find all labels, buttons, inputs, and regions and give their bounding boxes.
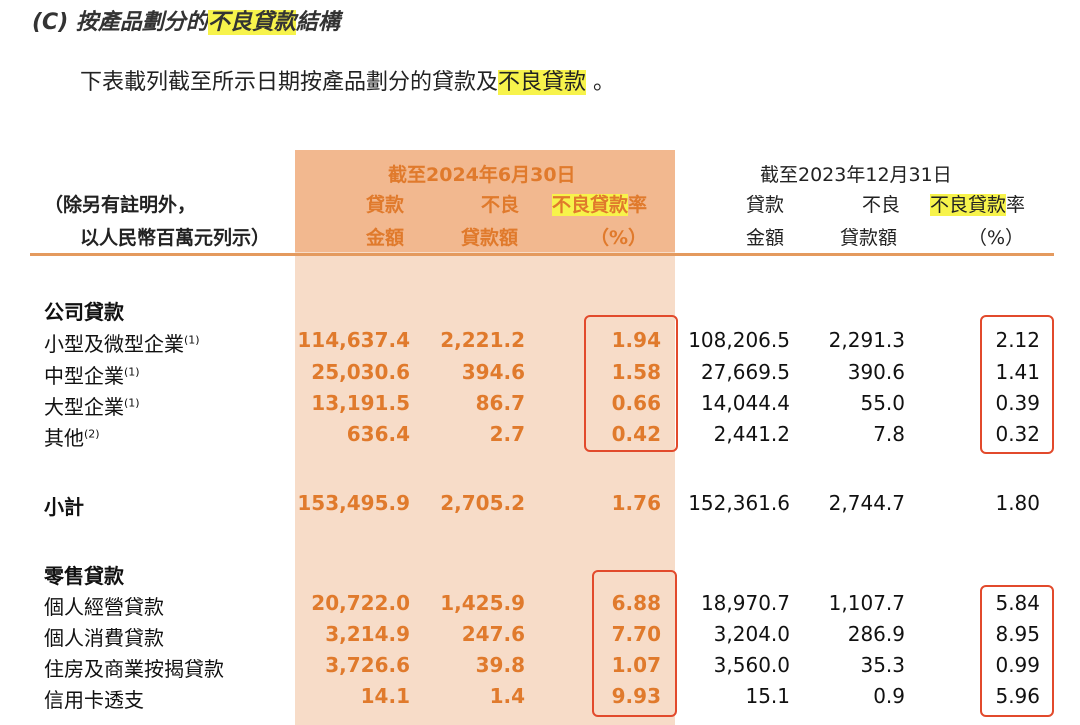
loan-amount-2023: 3,204.0	[713, 622, 790, 646]
npl-amount-2023: 2,744.7	[828, 491, 905, 515]
unit-note-line1: （除另有註明外，	[44, 194, 197, 216]
row-label: 其他(2)	[44, 426, 100, 450]
npl-amount-2023: 2,291.3	[828, 328, 905, 352]
npl-ratio-2023: 2.12	[995, 328, 1040, 352]
loan-amount-2024: 20,722.0	[311, 591, 410, 615]
loan-amount-2024: 25,030.6	[311, 360, 410, 384]
highlighted-term: 不良貸款	[498, 70, 587, 95]
npl-amount-2023: 390.6	[847, 360, 905, 384]
section-heading-corporate: 公司貸款	[44, 300, 124, 324]
loan-amount-2024: 636.4	[346, 422, 410, 446]
section-title: (C) 按產品劃分的不良貸款結構	[32, 10, 340, 35]
row-label: 個人消費貸款	[44, 626, 164, 650]
npl-ratio-2024: 1.76	[611, 491, 661, 515]
npl-header-2024-l2: 貸款額	[461, 227, 519, 249]
loan-amount-header-2023-l2: 金額	[746, 227, 785, 249]
subtotal-label: 小計	[44, 495, 84, 519]
npl-ratio-2023: 0.99	[995, 653, 1040, 677]
loan-amount-2023: 2,441.2	[713, 422, 790, 446]
section-heading-retail: 零售貸款	[44, 564, 124, 588]
header-divider	[30, 253, 1054, 256]
npl-amount-2024: 247.6	[461, 622, 525, 646]
npl-amount-2023: 35.3	[860, 653, 905, 677]
loan-amount-2023: 27,669.5	[700, 360, 790, 384]
unit-note-line2: 以人民幣百萬元列示）	[80, 227, 271, 249]
loan-amount-2024: 153,495.9	[297, 491, 410, 515]
npl-ratio-2024: 1.07	[611, 653, 661, 677]
loan-amount-2023: 152,361.6	[688, 491, 790, 515]
row-label: 個人經營貸款	[44, 595, 164, 619]
npl-ratio-2023: 1.80	[995, 491, 1040, 515]
npl-header-2023-l1: 不良	[862, 194, 901, 216]
loan-amount-2024: 114,637.4	[297, 328, 410, 352]
npl-ratio-2024: 7.70	[611, 622, 661, 646]
loan-amount-header-2023-l1: 貸款	[746, 194, 785, 216]
npl-amount-2024: 1,425.9	[440, 591, 525, 615]
annotation-box-corporate-2023	[980, 315, 1054, 454]
npl-ratio-2024: 6.88	[611, 591, 661, 615]
row-label: 住房及商業按揭貸款	[44, 657, 224, 681]
period-2023-header: 截至2023年12月31日	[760, 164, 952, 186]
npl-ratio-2024: 1.58	[611, 360, 661, 384]
npl-amount-2023: 55.0	[860, 391, 905, 415]
annotation-box-corporate-2024	[584, 315, 678, 452]
row-label: 小型及微型企業(1)	[44, 332, 200, 356]
npl-ratio-2023: 0.39	[995, 391, 1040, 415]
loan-amount-2023: 18,970.7	[700, 591, 790, 615]
intro-sentence: 下表載列截至所示日期按產品劃分的貸款及不良貸款 。	[80, 70, 616, 95]
npl-amount-2024: 2,705.2	[440, 491, 525, 515]
npl-header-2024-l1: 不良	[481, 194, 520, 216]
npl-ratio-2024: 1.94	[611, 328, 661, 352]
npl-ratio-unit-2024: （%）	[590, 227, 648, 249]
period-2024-header: 截至2024年6月30日	[388, 164, 576, 186]
annotation-box-retail-2023	[980, 585, 1054, 717]
npl-amount-2023: 0.9	[873, 684, 905, 708]
npl-ratio-2023: 8.95	[995, 622, 1040, 646]
npl-ratio-2024: 0.42	[611, 422, 661, 446]
npl-amount-2024: 2.7	[489, 422, 525, 446]
npl-ratio-2023: 1.41	[995, 360, 1040, 384]
annotation-box-retail-2024	[592, 570, 677, 717]
loan-amount-2023: 3,560.0	[713, 653, 790, 677]
highlighted-term: 不良貸款	[207, 10, 296, 35]
loan-amount-2024: 13,191.5	[311, 391, 410, 415]
npl-ratio-2024: 0.66	[611, 391, 661, 415]
row-label: 信用卡透支	[44, 688, 144, 712]
npl-amount-2024: 2,221.2	[440, 328, 525, 352]
npl-header-2023-l2: 貸款額	[840, 227, 898, 249]
row-label: 大型企業(1)	[44, 395, 140, 419]
npl-ratio-2023: 5.84	[995, 591, 1040, 615]
loan-amount-2024: 14.1	[360, 684, 410, 708]
npl-amount-2024: 39.8	[475, 653, 525, 677]
npl-amount-2024: 1.4	[489, 684, 525, 708]
npl-ratio-header-2024: 不良貸款率	[552, 194, 648, 216]
loan-amount-2023: 15.1	[745, 684, 790, 708]
loan-amount-2024: 3,214.9	[325, 622, 410, 646]
npl-amount-2023: 286.9	[847, 622, 905, 646]
loan-amount-2023: 108,206.5	[688, 328, 790, 352]
loan-amount-header-2024-l1: 貸款	[366, 194, 405, 216]
npl-ratio-2023: 5.96	[995, 684, 1040, 708]
npl-amount-2024: 394.6	[461, 360, 525, 384]
npl-amount-2023: 7.8	[873, 422, 905, 446]
npl-ratio-unit-2023: （%）	[968, 227, 1025, 249]
npl-amount-2023: 1,107.7	[828, 591, 905, 615]
loan-amount-2024: 3,726.6	[325, 653, 410, 677]
loan-amount-2023: 14,044.4	[700, 391, 790, 415]
npl-amount-2024: 86.7	[475, 391, 525, 415]
npl-ratio-2024: 9.93	[611, 684, 661, 708]
npl-ratio-header-2023: 不良貸款率	[930, 194, 1026, 216]
row-label: 中型企業(1)	[44, 364, 140, 388]
npl-ratio-2023: 0.32	[995, 422, 1040, 446]
loan-amount-header-2024-l2: 金額	[366, 227, 405, 249]
